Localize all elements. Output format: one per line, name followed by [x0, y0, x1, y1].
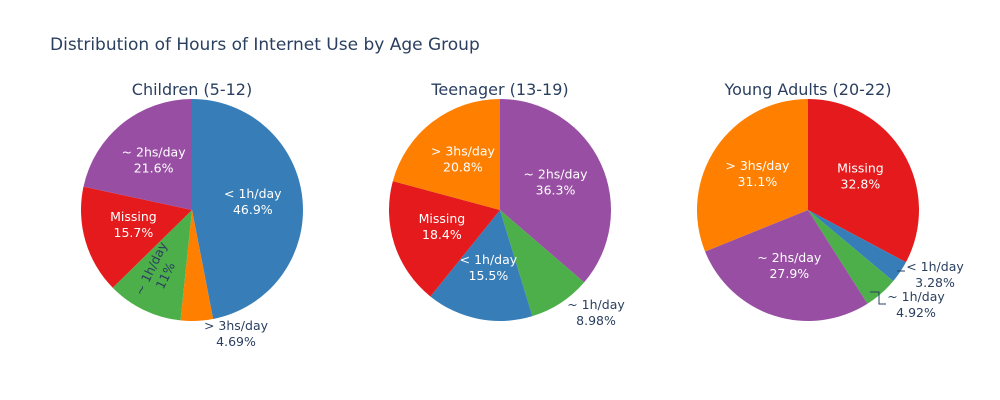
slice-category: > 3hs/day — [431, 144, 496, 159]
slice-label-2hs-day: ~ 2hs/day 27.9% — [757, 250, 822, 281]
pie-2: Teenager (13-19) ~ 2hs/day 36.3% ~ 1h/day 8.… — [389, 80, 625, 328]
slice-category: < 1h/day — [460, 252, 518, 267]
slice-category: ~ 2hs/day — [523, 167, 588, 182]
pie-slice-1h-day[interactable] — [808, 210, 894, 304]
slice-category: ~ 2hs/day — [757, 250, 822, 265]
slice-category: Missing — [110, 209, 157, 224]
slice-category: < 1h/day — [906, 259, 964, 274]
slice-category: ~ 1h/day — [567, 297, 625, 312]
slice-percent: 20.8% — [443, 160, 483, 175]
pie-slice-2hs-day[interactable] — [705, 210, 868, 322]
pie-title: Children (5-12) — [132, 80, 252, 99]
pie-slice-3hs-day[interactable] — [180, 210, 214, 322]
slice-percent: 32.8% — [841, 177, 881, 192]
pie-slice-1h-day[interactable] — [500, 210, 585, 317]
slice-percent: 36.3% — [536, 183, 576, 198]
leader-line — [870, 291, 886, 305]
pie-3: Young Adults (20-22) Missing 32.8% < 1h/day… — [696, 80, 964, 322]
slice-category: Missing — [419, 211, 466, 226]
pie-slice-3hs-day[interactable] — [696, 98, 808, 252]
slice-label-missing: Missing 15.7% — [110, 209, 157, 240]
pie-slice-2hs-day[interactable] — [500, 99, 612, 283]
slice-label-1h-day: < 1h/day 46.9% — [224, 186, 282, 217]
pie-charts: Children (5-12)< 1h/day 46.9%> 3hs/day 4.6… — [81, 80, 964, 349]
pie-slice-missing[interactable] — [808, 99, 919, 263]
slice-percent: 31.1% — [738, 174, 778, 189]
slice-category: > 3hs/day — [725, 158, 790, 173]
slice-label-2hs-day: ~ 2hs/day 36.3% — [523, 167, 588, 198]
slice-label-missing: Missing 18.4% — [419, 211, 466, 242]
slice-category: ~ 1h/day — [887, 289, 945, 304]
slice-category: > 3hs/day — [204, 318, 269, 333]
slice-label-1h-day: < 1h/day 3.28% — [897, 259, 964, 290]
pie-title: Young Adults (20-22) — [723, 80, 891, 99]
slice-category: ~ 2hs/day — [122, 145, 187, 160]
slice-label-3hs-day: > 3hs/day 4.69% — [204, 318, 269, 349]
slice-label-1h-day: < 1h/day 15.5% — [460, 252, 518, 283]
slice-label-2hs-day: ~ 2hs/day 21.6% — [122, 145, 187, 176]
slice-label-3hs-day: > 3hs/day 31.1% — [725, 158, 790, 189]
slice-percent: 8.98% — [576, 313, 616, 328]
slice-percent: 4.92% — [896, 305, 936, 320]
pie-slice-1h-day[interactable] — [430, 210, 533, 321]
slice-percent: 21.6% — [134, 161, 174, 176]
slice-label-1h-day: ~ 1h/day 8.98% — [567, 297, 625, 328]
slice-label-missing: Missing 32.8% — [837, 161, 884, 192]
pie-slice-2hs-day[interactable] — [83, 99, 192, 210]
slice-percent: 46.9% — [233, 202, 273, 217]
slice-category: Missing — [837, 161, 884, 176]
pie-slice-missing[interactable] — [389, 181, 500, 297]
slice-category: < 1h/day — [224, 186, 282, 201]
pie-slice-missing[interactable] — [81, 186, 192, 288]
slice-percent: 27.9% — [769, 266, 809, 281]
pie-slice-3hs-day[interactable] — [392, 99, 500, 210]
pie-slice-1h-day[interactable] — [112, 210, 192, 321]
slice-percent: 4.69% — [216, 334, 256, 349]
pie-1: Children (5-12) < 1h/day 46.9% > 3hs/day 4.6… — [81, 80, 303, 349]
pie-slice-1h-day[interactable] — [808, 210, 906, 282]
slice-percent: 3.28% — [915, 275, 955, 290]
pie-slice-1h-day[interactable] — [192, 99, 303, 319]
slice-percent: 18.4% — [422, 227, 462, 242]
slice-percent: 15.7% — [114, 225, 154, 240]
slice-percent: 15.5% — [469, 268, 509, 283]
slice-label-1h-day: ~ 1h/day 4.92% — [870, 289, 945, 320]
slice-label-3hs-day: > 3hs/day 20.8% — [431, 144, 496, 175]
chart-title: Distribution of Hours of Internet Use by… — [50, 35, 480, 55]
pie-title: Teenager (13-19) — [430, 80, 568, 99]
